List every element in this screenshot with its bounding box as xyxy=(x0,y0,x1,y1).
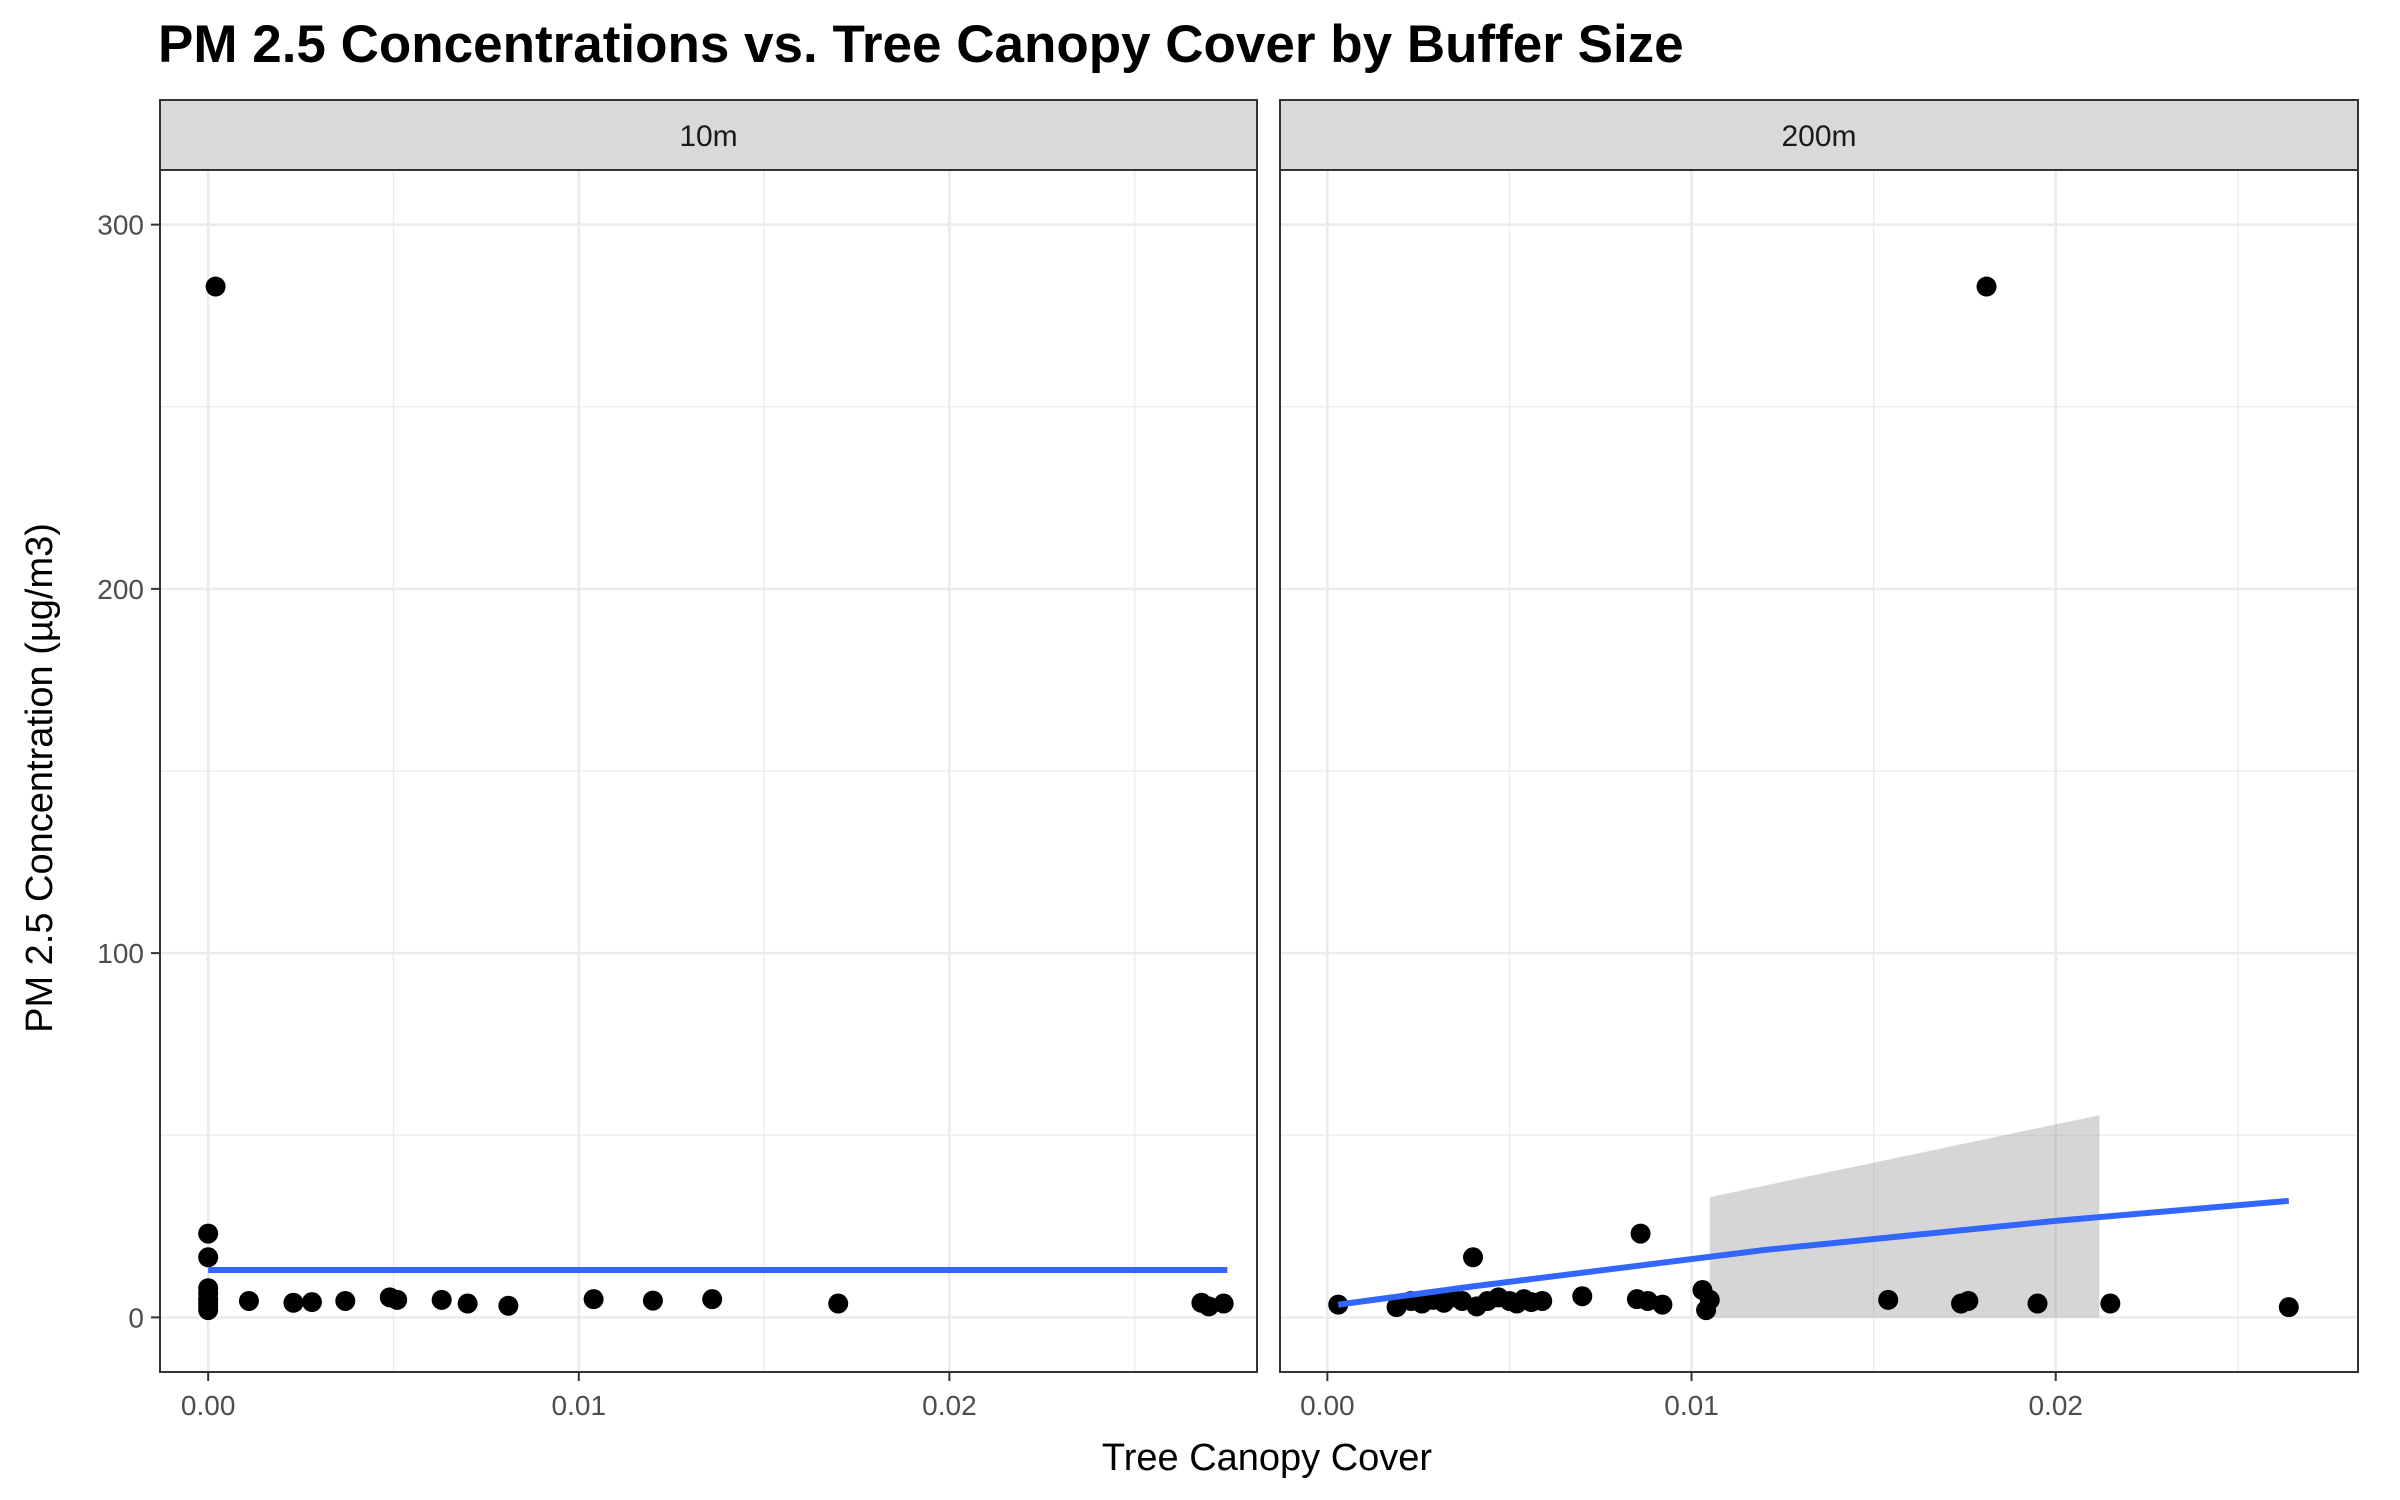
data-point xyxy=(1878,1289,1899,1310)
data-point xyxy=(1198,1296,1219,1317)
data-point xyxy=(335,1290,356,1311)
x-tick-label: 0.02 xyxy=(2028,1390,2083,1421)
data-point xyxy=(198,1223,219,1244)
data-point xyxy=(2027,1293,2048,1314)
data-point xyxy=(1630,1223,1651,1244)
data-point xyxy=(2100,1293,2121,1314)
panel-10m: 10m 0.00 0.01 0.02 0 100 200 300 xyxy=(97,99,1258,1421)
x-tick-label: 0.02 xyxy=(922,1390,977,1421)
data-point xyxy=(1958,1290,1979,1311)
x-tick-label: 0.01 xyxy=(1664,1390,1719,1421)
facet-strip-label: 200m xyxy=(1781,120,1856,153)
facet-strip xyxy=(159,99,1258,171)
data-point xyxy=(1213,1293,1234,1314)
data-point xyxy=(498,1295,519,1316)
data-point xyxy=(2278,1297,2299,1318)
panel-border xyxy=(1279,169,2359,1373)
data-point xyxy=(205,276,226,297)
data-point xyxy=(1699,1289,1720,1310)
y-tick-label: 100 xyxy=(97,938,144,969)
facet-strip xyxy=(1279,99,2359,171)
data-point xyxy=(457,1293,478,1314)
x-axis-title: Tree Canopy Cover xyxy=(1102,1437,1433,1479)
smooth-line xyxy=(1337,1197,2290,1308)
y-tick-label: 300 xyxy=(97,210,144,241)
y-tick-label: 0 xyxy=(128,1302,144,1333)
y-axis-title: PM 2.5 Concentration (µg/m3) xyxy=(19,523,61,1033)
data-point xyxy=(198,1300,219,1321)
x-tick-label: 0.01 xyxy=(552,1390,607,1421)
confidence-band xyxy=(1709,1115,2100,1318)
data-point xyxy=(702,1289,723,1310)
data-point xyxy=(198,1247,219,1268)
data-point xyxy=(301,1292,322,1313)
data-point xyxy=(1463,1247,1484,1268)
data-point xyxy=(387,1289,408,1310)
data-point xyxy=(1976,276,1997,297)
facet-panels: 10m 0.00 0.01 0.02 0 100 200 300 200m 0.00 0.01 0.0… xyxy=(97,99,2359,1421)
data-point xyxy=(1532,1290,1553,1311)
data-point xyxy=(583,1289,604,1310)
data-point xyxy=(283,1292,304,1313)
data-point xyxy=(828,1293,849,1314)
panel-200m: 200m 0.00 0.01 0.02 xyxy=(1279,99,2359,1421)
facet-strip-label: 10m xyxy=(679,120,737,153)
panel-border xyxy=(159,169,1258,1373)
data-point xyxy=(1652,1294,1673,1315)
data-point xyxy=(1572,1286,1593,1307)
data-point xyxy=(431,1289,452,1310)
data-point xyxy=(238,1290,259,1311)
x-tick-label: 0.00 xyxy=(181,1390,236,1421)
chart-title: PM 2.5 Concentrations vs. Tree Canopy Co… xyxy=(158,15,1684,74)
y-tick-label: 200 xyxy=(97,574,144,605)
x-tick-label: 0.00 xyxy=(1300,1390,1355,1421)
data-point xyxy=(642,1290,663,1311)
